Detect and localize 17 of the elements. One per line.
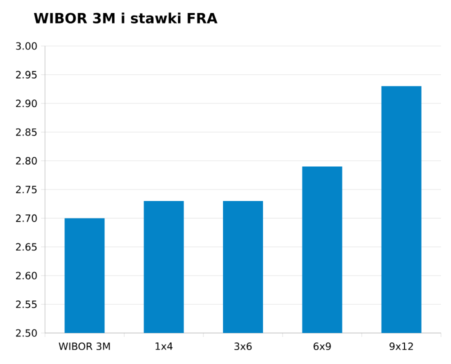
y-tick-label: 2.50 bbox=[16, 329, 37, 337]
y-tick-label: 2.80 bbox=[16, 157, 37, 165]
x-tick-label: 9x12 bbox=[390, 342, 413, 350]
y-tick-label: 2.70 bbox=[16, 214, 37, 222]
y-tick-label: 2.65 bbox=[16, 243, 37, 251]
x-tick-label: 1x4 bbox=[156, 342, 173, 350]
x-tick-label: 6x9 bbox=[314, 342, 331, 350]
y-tick-label: 2.85 bbox=[16, 128, 37, 136]
x-tick-label: WIBOR 3M bbox=[58, 342, 110, 350]
y-tick-label: 2.75 bbox=[16, 186, 37, 194]
y-tick-label: 2.95 bbox=[16, 70, 37, 78]
y-tick-label: 2.55 bbox=[16, 300, 37, 308]
y-tick-label: 3.00 bbox=[16, 42, 37, 50]
chart-title: WIBOR 3M i stawki FRA bbox=[34, 12, 218, 24]
y-tick-label: 2.60 bbox=[16, 272, 37, 280]
y-tick-label: 2.90 bbox=[16, 100, 37, 108]
x-tick-label: 3x6 bbox=[234, 342, 252, 350]
